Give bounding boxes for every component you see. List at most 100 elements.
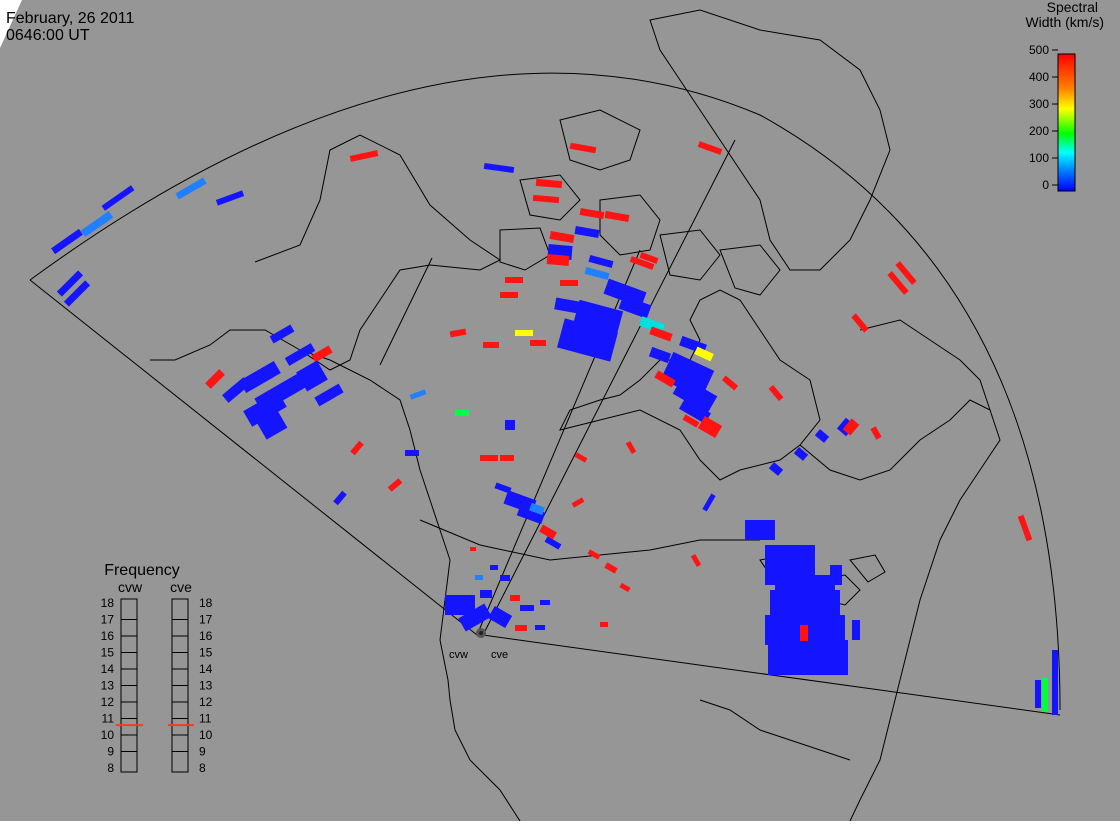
echo-cell xyxy=(600,622,608,627)
fov-outer-arc xyxy=(29,72,1061,711)
coastline-east xyxy=(799,399,1001,822)
echo-cell xyxy=(387,478,403,492)
echo-cell xyxy=(535,178,563,189)
echo-cell xyxy=(702,493,716,512)
frequency-scale: 18 18 17 17 16 16 15 15 14 14 13 13 12 12 11 11 10 10 9 9 8 8 xyxy=(101,596,213,775)
echo-cell xyxy=(222,377,250,403)
echo-cell xyxy=(1042,678,1048,712)
radar-site-marker-center xyxy=(479,631,483,635)
color-bar: Spectral Width (km/s) 500 400 300 200 100 0 xyxy=(1025,0,1104,192)
radar-sites: cvw cve xyxy=(449,628,508,661)
frequency-scale-label-right: 12 xyxy=(199,695,213,709)
echo-cell xyxy=(629,256,655,270)
frequency-scale-label-right: 13 xyxy=(199,679,213,693)
echo-cell xyxy=(549,230,575,244)
echo-cell xyxy=(604,210,630,223)
frequency-scale-label-left: 10 xyxy=(101,728,115,742)
echo-cell xyxy=(409,389,427,400)
echo-cell xyxy=(851,313,869,333)
echo-cell xyxy=(579,207,605,220)
colorbar-tick-label: 300 xyxy=(1029,97,1049,111)
frequency-scale-label-right: 11 xyxy=(199,712,212,726)
echo-cell xyxy=(510,595,520,601)
frequency-scale-label-left: 16 xyxy=(101,629,115,643)
echo-cell xyxy=(350,440,364,456)
colorbar-tick-label: 400 xyxy=(1029,70,1049,84)
echo-cell xyxy=(842,418,860,436)
echo-cell xyxy=(682,414,700,428)
date-label: February, 26 2011 xyxy=(6,10,134,27)
border-alaska xyxy=(379,257,433,366)
field-of-view xyxy=(29,72,1061,716)
echo-cell xyxy=(445,595,475,615)
frequency-scale-label-left: 15 xyxy=(101,646,115,660)
echo-cell xyxy=(800,625,808,641)
echo-cell xyxy=(520,605,534,611)
echo-cell xyxy=(768,384,784,402)
echo-cell xyxy=(814,429,830,443)
radar-echoes xyxy=(51,141,1058,715)
echo-cell xyxy=(205,369,225,389)
echo-cell xyxy=(539,524,557,540)
echo-cell xyxy=(483,162,515,174)
frequency-scale-label-left: 9 xyxy=(107,745,114,759)
echo-cell xyxy=(269,324,295,344)
border-canada-us xyxy=(419,519,760,561)
echo-cell xyxy=(588,255,614,268)
echo-cell xyxy=(672,376,718,414)
echo-cell xyxy=(532,194,560,204)
frequency-scale-label-left: 14 xyxy=(101,662,115,676)
echo-cell xyxy=(333,490,347,506)
frequency-title: Frequency xyxy=(104,562,180,579)
echo-cell xyxy=(544,536,562,550)
echo-cell xyxy=(529,502,545,516)
echo-cell xyxy=(870,426,882,440)
echo-cell xyxy=(697,415,723,439)
echo-cell xyxy=(500,575,510,581)
echo-cell xyxy=(515,330,533,336)
echo-cell xyxy=(500,455,514,461)
frequency-radar-label-right: cve xyxy=(170,579,192,595)
frequency-scale-label-left: 13 xyxy=(101,679,115,693)
echo-cell xyxy=(505,420,515,430)
frequency-scale-label-left: 17 xyxy=(101,613,115,627)
echo-cell xyxy=(768,462,784,476)
frequency-scale-label-right: 14 xyxy=(199,662,213,676)
coastline-labrador xyxy=(859,319,991,411)
echo-cell xyxy=(648,346,672,364)
colorbar-gradient xyxy=(1057,53,1076,192)
echo-cell xyxy=(470,547,476,551)
radar-label-cve: cve xyxy=(491,649,508,661)
echo-cell xyxy=(515,625,527,631)
echo-cell xyxy=(243,391,287,427)
frequency-scale-label-right: 8 xyxy=(199,761,206,775)
echo-cell xyxy=(694,346,714,362)
frequency-radar-label-left: cvw xyxy=(118,579,143,595)
echo-cell xyxy=(311,345,333,363)
echo-cell xyxy=(639,252,659,264)
echo-cell xyxy=(494,482,512,494)
echo-cell xyxy=(530,340,546,346)
echo-cell xyxy=(830,565,842,585)
echo-cell xyxy=(649,326,673,342)
echo-cell xyxy=(793,447,809,461)
echo-cell xyxy=(1052,650,1058,715)
echo-cell xyxy=(604,562,618,574)
echo-cell xyxy=(584,267,610,280)
echo-cell xyxy=(887,271,909,295)
echo-cell xyxy=(619,582,631,593)
echo-cell xyxy=(895,261,917,285)
echo-cell xyxy=(546,254,570,266)
echo-cell xyxy=(500,292,518,298)
time-label: 0646:00 UT xyxy=(6,27,90,44)
corner-whitespace xyxy=(0,0,22,48)
echo-cell xyxy=(557,318,618,362)
echo-cell xyxy=(480,455,498,461)
echo-cell xyxy=(349,150,379,162)
frequency-scale-label-right: 10 xyxy=(199,728,213,742)
echo-cell xyxy=(505,277,523,283)
borders xyxy=(379,257,760,561)
frequency-scale-label-right: 9 xyxy=(199,745,206,759)
